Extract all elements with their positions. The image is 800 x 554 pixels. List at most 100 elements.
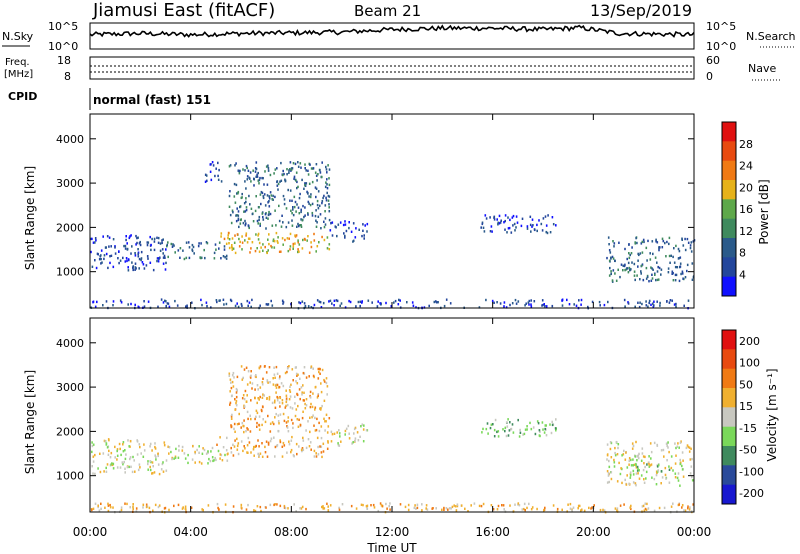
heat-cell bbox=[292, 208, 294, 211]
heat-cell bbox=[106, 235, 109, 238]
heat-cell bbox=[326, 502, 328, 505]
heat-cell bbox=[556, 507, 559, 511]
heat-cell bbox=[290, 167, 293, 170]
heat-cell bbox=[494, 418, 497, 422]
heat-cell bbox=[118, 250, 120, 253]
heat-cell bbox=[297, 206, 300, 209]
heat-cell bbox=[231, 413, 233, 417]
heat-cell bbox=[206, 242, 209, 245]
heat-cell bbox=[611, 280, 614, 283]
heat-cell bbox=[658, 248, 660, 252]
heat-cell bbox=[194, 461, 196, 464]
heat-cell bbox=[245, 164, 248, 168]
heat-cell bbox=[348, 437, 351, 440]
heat-cell bbox=[205, 241, 208, 244]
heat-cell bbox=[272, 239, 275, 243]
heat-cell bbox=[309, 394, 311, 398]
heat-cell bbox=[662, 239, 665, 243]
heat-cell bbox=[126, 259, 128, 263]
heat-cell bbox=[107, 502, 109, 505]
heat-cell bbox=[278, 401, 281, 404]
heat-cell bbox=[234, 408, 236, 411]
colorbar-segment bbox=[722, 368, 736, 389]
heat-cell bbox=[274, 209, 276, 212]
heat-cell bbox=[514, 298, 517, 302]
heat-cell bbox=[217, 174, 219, 178]
heat-cell bbox=[666, 300, 668, 303]
heat-cell bbox=[648, 465, 651, 468]
heat-cell bbox=[529, 421, 531, 425]
heat-cell bbox=[681, 468, 684, 471]
heat-cell bbox=[478, 306, 481, 309]
heat-cell bbox=[637, 467, 639, 471]
heat-cell bbox=[184, 505, 187, 508]
heat-cell bbox=[629, 269, 631, 272]
range-tick-label: 2000 bbox=[56, 425, 84, 438]
heat-cell bbox=[333, 304, 335, 307]
heat-cell bbox=[276, 372, 279, 375]
heat-cell bbox=[333, 432, 336, 435]
heat-cell bbox=[262, 405, 264, 409]
heat-cell bbox=[200, 256, 202, 260]
heat-cell bbox=[656, 241, 659, 244]
heat-cell bbox=[634, 278, 636, 282]
heat-cell bbox=[327, 509, 330, 512]
heat-cell bbox=[650, 303, 652, 306]
heat-cell bbox=[580, 509, 582, 512]
heat-cell bbox=[243, 419, 245, 422]
heat-cell bbox=[528, 303, 530, 306]
heat-cell bbox=[306, 239, 308, 242]
heat-cell bbox=[593, 504, 595, 507]
heat-cell bbox=[280, 225, 283, 228]
heat-cell bbox=[245, 208, 248, 212]
colorbar-segment bbox=[722, 349, 736, 370]
heat-cell bbox=[249, 251, 251, 254]
heat-cell bbox=[280, 250, 282, 253]
heat-cell bbox=[515, 215, 518, 218]
heat-cell bbox=[637, 456, 640, 460]
heat-cell bbox=[637, 265, 639, 268]
heat-cell bbox=[649, 442, 652, 445]
heat-cell bbox=[165, 469, 168, 472]
heat-cell bbox=[507, 227, 510, 230]
heat-cell bbox=[258, 366, 261, 369]
heat-cell bbox=[259, 505, 262, 509]
heat-cell bbox=[347, 424, 350, 428]
heat-cell bbox=[482, 502, 485, 506]
heat-cell bbox=[304, 238, 306, 241]
heat-cell bbox=[656, 261, 658, 264]
heat-cell bbox=[678, 503, 680, 506]
heat-cell bbox=[210, 178, 213, 182]
heat-cell bbox=[326, 431, 329, 434]
heat-cell bbox=[485, 217, 488, 220]
heat-cell bbox=[181, 507, 184, 510]
heat-cell bbox=[362, 428, 365, 431]
heat-cell bbox=[301, 178, 303, 182]
heat-cell bbox=[301, 393, 303, 396]
heat-cell bbox=[657, 469, 660, 472]
heat-cell bbox=[273, 366, 275, 369]
heat-cell bbox=[345, 229, 348, 233]
heat-cell bbox=[264, 445, 266, 449]
heat-cell bbox=[512, 214, 515, 218]
heat-cell bbox=[228, 238, 231, 241]
heat-cell bbox=[267, 201, 269, 204]
heat-cell bbox=[153, 237, 156, 241]
heat-cell bbox=[635, 462, 637, 466]
heat-cell bbox=[256, 384, 259, 387]
heat-cell bbox=[299, 397, 301, 401]
heat-cell bbox=[454, 505, 457, 508]
heat-cell bbox=[92, 241, 95, 244]
heat-cell bbox=[140, 250, 143, 254]
heat-cell bbox=[154, 445, 156, 449]
heat-cell bbox=[313, 424, 315, 427]
heat-cell bbox=[267, 164, 269, 167]
heat-cell bbox=[643, 509, 646, 512]
heat-cell bbox=[105, 252, 108, 256]
heat-cell bbox=[250, 399, 252, 402]
heat-cell bbox=[134, 252, 136, 255]
heat-cell bbox=[376, 305, 379, 308]
heat-cell bbox=[216, 443, 218, 446]
heat-cell bbox=[225, 302, 228, 306]
